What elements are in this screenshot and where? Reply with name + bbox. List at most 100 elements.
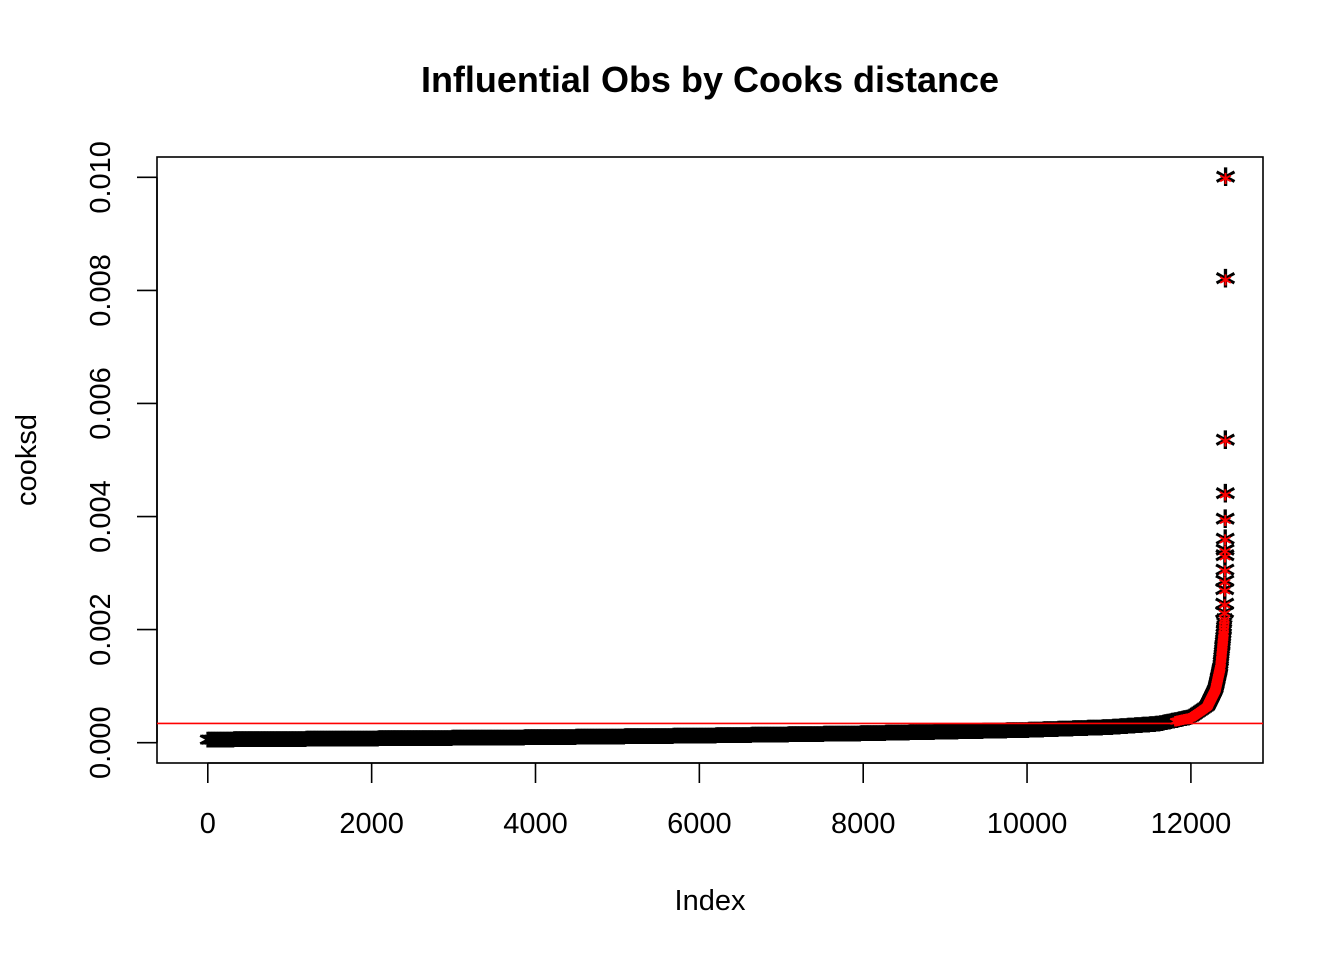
data-point: * (752, 721, 770, 761)
data-point: * (1205, 679, 1223, 719)
data-point: * (976, 717, 994, 757)
data-point: * (1121, 712, 1139, 752)
data-point: * (376, 725, 394, 765)
data-point: * (1016, 716, 1034, 756)
data-point: * (967, 717, 985, 757)
data-point: * (525, 724, 543, 764)
data-point: * (684, 722, 702, 762)
data-point: * (969, 717, 987, 757)
data-point: * (1031, 716, 1049, 756)
data-point: * (852, 720, 870, 760)
data-point: * (554, 723, 572, 763)
data-point: * (425, 724, 443, 764)
influential-point: * (1187, 709, 1199, 734)
data-point: * (1209, 665, 1227, 705)
data-point: * (826, 720, 844, 760)
influential-point: * (1207, 687, 1219, 712)
data-point: * (517, 724, 535, 764)
data-point: * (762, 721, 780, 761)
data-point: * (410, 724, 428, 764)
data-point: * (998, 717, 1016, 757)
data-point: * (252, 726, 270, 766)
influential-point: * (1192, 706, 1204, 731)
data-point: * (1146, 710, 1164, 750)
data-point: * (927, 718, 945, 758)
data-point: * (389, 725, 407, 765)
data-point: * (267, 725, 285, 765)
data-point: * (659, 722, 677, 762)
data-point: * (1019, 716, 1037, 756)
data-point: * (1199, 690, 1217, 730)
data-point: * (326, 725, 344, 765)
influential-point: * (1214, 663, 1226, 688)
data-point: * (868, 719, 886, 759)
data-point: * (246, 726, 264, 766)
data-point: * (745, 721, 763, 761)
data-point: * (883, 719, 901, 759)
data-point: * (556, 723, 574, 763)
data-point: * (1208, 671, 1226, 711)
data-point: * (926, 718, 944, 758)
data-point: * (225, 726, 243, 766)
influential-point: * (1199, 701, 1211, 726)
data-point: * (666, 722, 684, 762)
influential-point: * (1218, 625, 1230, 650)
influential-point: * (1193, 705, 1205, 730)
data-point: * (829, 720, 847, 760)
data-point: * (1215, 263, 1236, 309)
data-point: * (880, 719, 898, 759)
data-point: * (457, 724, 475, 764)
data-point: * (540, 724, 558, 764)
data-point: * (206, 726, 224, 766)
y-axis: 0.000 0.002 0.004 0.006 0.008 0.010 (85, 141, 158, 779)
data-point: * (323, 725, 341, 765)
data-point: * (531, 724, 549, 764)
influential-point: * (1201, 700, 1213, 725)
data-point: * (239, 726, 257, 766)
influential-point: * (1212, 671, 1224, 696)
data-point: * (302, 725, 320, 765)
data-point: * (304, 725, 322, 765)
data-point: * (913, 719, 931, 759)
data-point: * (607, 723, 625, 763)
data-point: * (208, 726, 226, 766)
data-point: * (565, 723, 583, 763)
data-point: * (240, 726, 258, 766)
influential-point: * (1219, 485, 1232, 513)
influential-point: * (1213, 665, 1225, 690)
x-tick-label: 2000 (339, 808, 404, 840)
data-point: * (258, 726, 276, 766)
influential-point: * (1173, 713, 1185, 738)
influential-point: * (1194, 704, 1206, 729)
x-tick-label: 4000 (503, 808, 568, 840)
data-point: * (470, 724, 488, 764)
data-point: * (308, 725, 326, 765)
data-point: * (942, 718, 960, 758)
data-point: * (340, 725, 358, 765)
data-point: * (600, 723, 618, 763)
data-point: * (1175, 705, 1193, 745)
data-point: * (851, 720, 869, 760)
data-point: * (806, 720, 824, 760)
data-point: * (750, 721, 768, 761)
data-point: * (371, 725, 389, 765)
data-point: * (765, 721, 783, 761)
data-point: * (911, 719, 929, 759)
data-point: * (1022, 716, 1040, 756)
data-point: * (339, 725, 357, 765)
data-point: * (1211, 655, 1229, 695)
data-point: * (982, 717, 1000, 757)
data-point: * (1206, 677, 1224, 717)
influential-point: * (1172, 713, 1184, 738)
data-point: * (486, 724, 504, 764)
data-point: * (1208, 669, 1226, 709)
data-point: * (492, 724, 510, 764)
influential-point: * (1215, 656, 1227, 681)
influential-point: * (1214, 662, 1226, 687)
data-point: * (777, 721, 795, 761)
data-point: * (1204, 680, 1222, 720)
data-point: * (693, 722, 711, 762)
influential-point: * (1207, 688, 1219, 713)
data-point: * (368, 725, 386, 765)
data-point: * (950, 718, 968, 758)
